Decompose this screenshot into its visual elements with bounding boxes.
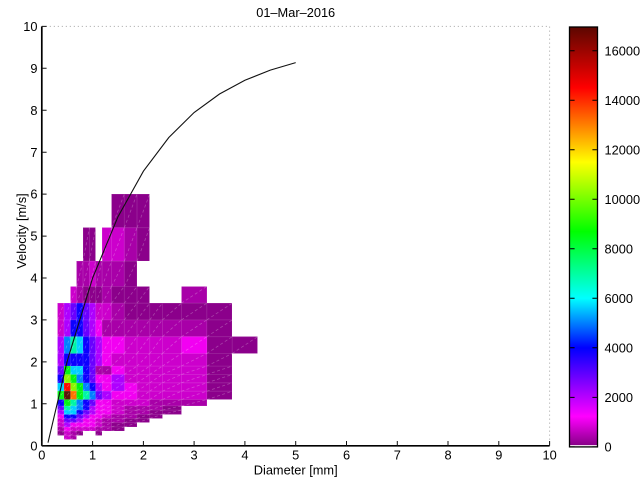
svg-text:Velocity [m/s]: Velocity [m/s] (14, 193, 29, 268)
svg-text:Diameter [mm]: Diameter [mm] (254, 463, 338, 478)
svg-text:6: 6 (343, 448, 350, 463)
svg-text:4: 4 (241, 448, 248, 463)
svg-text:8000: 8000 (605, 241, 633, 256)
svg-text:1: 1 (30, 396, 37, 411)
svg-text:8: 8 (444, 448, 451, 463)
svg-text:2000: 2000 (605, 390, 633, 405)
svg-text:7: 7 (30, 145, 37, 160)
svg-text:10: 10 (23, 19, 37, 34)
svg-text:6000: 6000 (605, 291, 633, 306)
svg-text:9: 9 (495, 448, 502, 463)
svg-text:0: 0 (38, 448, 45, 463)
svg-text:5: 5 (30, 229, 37, 244)
svg-text:10: 10 (542, 448, 556, 463)
svg-text:8: 8 (30, 103, 37, 118)
svg-text:4: 4 (30, 271, 37, 286)
svg-text:0: 0 (30, 438, 37, 453)
svg-text:3: 3 (191, 448, 198, 463)
svg-text:01–Mar–2016: 01–Mar–2016 (256, 5, 335, 20)
svg-text:6: 6 (30, 187, 37, 202)
svg-text:14000: 14000 (605, 93, 640, 108)
svg-text:9: 9 (30, 61, 37, 76)
svg-text:3: 3 (30, 313, 37, 328)
svg-text:7: 7 (394, 448, 401, 463)
svg-text:2: 2 (30, 355, 37, 370)
svg-text:4000: 4000 (605, 340, 633, 355)
svg-text:12000: 12000 (605, 142, 640, 157)
svg-text:5: 5 (292, 448, 299, 463)
svg-text:10000: 10000 (605, 192, 640, 207)
svg-text:2: 2 (140, 448, 147, 463)
svg-text:16000: 16000 (605, 43, 640, 58)
svg-text:1: 1 (89, 448, 96, 463)
svg-text:0: 0 (605, 440, 612, 455)
